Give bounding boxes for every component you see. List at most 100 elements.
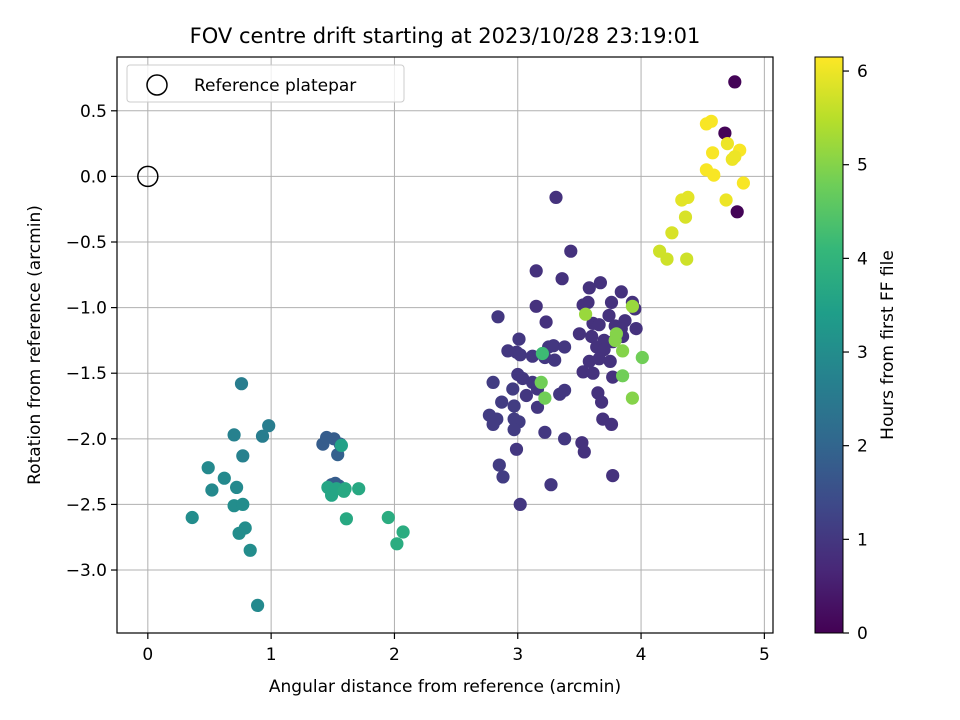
y-tick-label: 0.0 — [80, 167, 107, 187]
y-tick-label: −2.5 — [66, 495, 107, 515]
data-point — [549, 190, 563, 204]
data-point — [513, 497, 527, 511]
data-point — [728, 150, 742, 164]
y-tick-label: −1.5 — [66, 364, 107, 384]
data-point — [728, 75, 742, 89]
data-point — [396, 525, 410, 539]
y-tick-label: −3.0 — [66, 561, 107, 581]
data-point — [236, 449, 250, 463]
data-point — [555, 272, 569, 286]
data-point — [718, 126, 732, 140]
grid — [117, 57, 773, 633]
data-point — [678, 210, 693, 224]
data-point — [706, 146, 720, 160]
y-axis-ticks: 0.5 0.0 −0.5 −1.0 −1.5 −2.0 −2.5 −3.0 — [66, 102, 117, 581]
legend-box — [126, 64, 405, 103]
data-point — [635, 350, 649, 365]
data-point — [205, 483, 219, 497]
colorbar-gradient — [814, 56, 844, 634]
data-point — [629, 322, 643, 336]
data-point — [586, 366, 600, 380]
data-point — [564, 244, 578, 258]
data-point — [558, 432, 572, 446]
data-point — [539, 315, 553, 329]
data-point — [707, 168, 721, 182]
colorbar: 0 1 2 3 4 5 6 Hours from first FF file — [814, 56, 898, 644]
data-point — [616, 369, 630, 383]
data-point — [227, 428, 241, 442]
data-point — [665, 226, 679, 240]
x-tick-label: 0 — [142, 645, 153, 665]
data-point — [232, 526, 246, 540]
data-point — [595, 395, 609, 409]
data-point — [486, 375, 500, 389]
x-tick-label: 1 — [266, 645, 277, 665]
data-point — [719, 193, 733, 207]
data-point — [262, 419, 276, 433]
data-point — [704, 114, 718, 128]
x-axis-ticks: 0 1 2 3 4 5 — [142, 633, 770, 665]
plot-frame — [116, 56, 774, 634]
data-point — [234, 377, 249, 391]
data-point — [544, 478, 558, 492]
data-point — [337, 484, 351, 498]
data-point — [496, 470, 510, 484]
data-point — [534, 375, 548, 389]
data-point — [217, 471, 231, 485]
colorbar-tick-label: 0 — [857, 624, 868, 644]
legend: Reference platepar — [126, 64, 405, 103]
data-point — [546, 339, 561, 353]
data-point — [236, 497, 250, 511]
data-point — [625, 299, 640, 313]
x-tick-label: 3 — [512, 645, 523, 665]
data-point — [592, 352, 606, 366]
legend-label-reference: Reference platepar — [194, 76, 356, 96]
data-point — [530, 400, 545, 414]
data-point — [585, 329, 599, 344]
y-axis-label: Rotation from reference (arcmin) — [25, 205, 45, 485]
data-point — [593, 276, 608, 290]
colorbar-tick-label: 1 — [857, 530, 868, 550]
data-point — [390, 537, 404, 551]
data-point — [334, 438, 348, 452]
data-point — [243, 543, 257, 557]
data-point — [486, 417, 500, 431]
x-tick-label: 2 — [389, 645, 400, 665]
data-point — [509, 442, 524, 456]
y-tick-label: −0.5 — [66, 233, 107, 253]
x-tick-label: 4 — [636, 645, 647, 665]
colorbar-tick-label: 5 — [857, 156, 868, 176]
data-point — [606, 370, 620, 384]
data-point — [558, 340, 572, 354]
data-point — [339, 512, 353, 526]
data-point — [201, 461, 215, 475]
colorbar-tick-label: 6 — [857, 62, 868, 82]
data-point — [730, 205, 744, 219]
data-point — [576, 365, 590, 379]
data-point — [614, 285, 628, 299]
data-point — [251, 598, 265, 613]
x-tick-label: 5 — [759, 645, 770, 665]
data-point — [495, 395, 509, 409]
data-point — [579, 307, 593, 321]
colorbar-tick-label: 3 — [857, 343, 868, 363]
data-point — [529, 299, 543, 313]
data-point — [572, 327, 587, 341]
data-point — [507, 399, 521, 413]
data-point — [491, 310, 505, 324]
data-point — [352, 482, 366, 496]
legend-marker-reference — [146, 74, 168, 96]
reference-platepar-marker — [137, 165, 159, 188]
plot-background — [117, 57, 773, 633]
data-point — [535, 346, 550, 361]
data-point — [558, 383, 572, 397]
colorbar-ticks: 0 1 2 3 4 5 6 — [843, 62, 868, 644]
data-point — [525, 349, 540, 363]
data-point — [506, 382, 520, 396]
y-tick-label: 0.5 — [80, 102, 107, 122]
data-point — [616, 344, 630, 358]
data-point — [519, 388, 534, 403]
data-point — [720, 137, 735, 151]
data-point — [592, 318, 606, 332]
